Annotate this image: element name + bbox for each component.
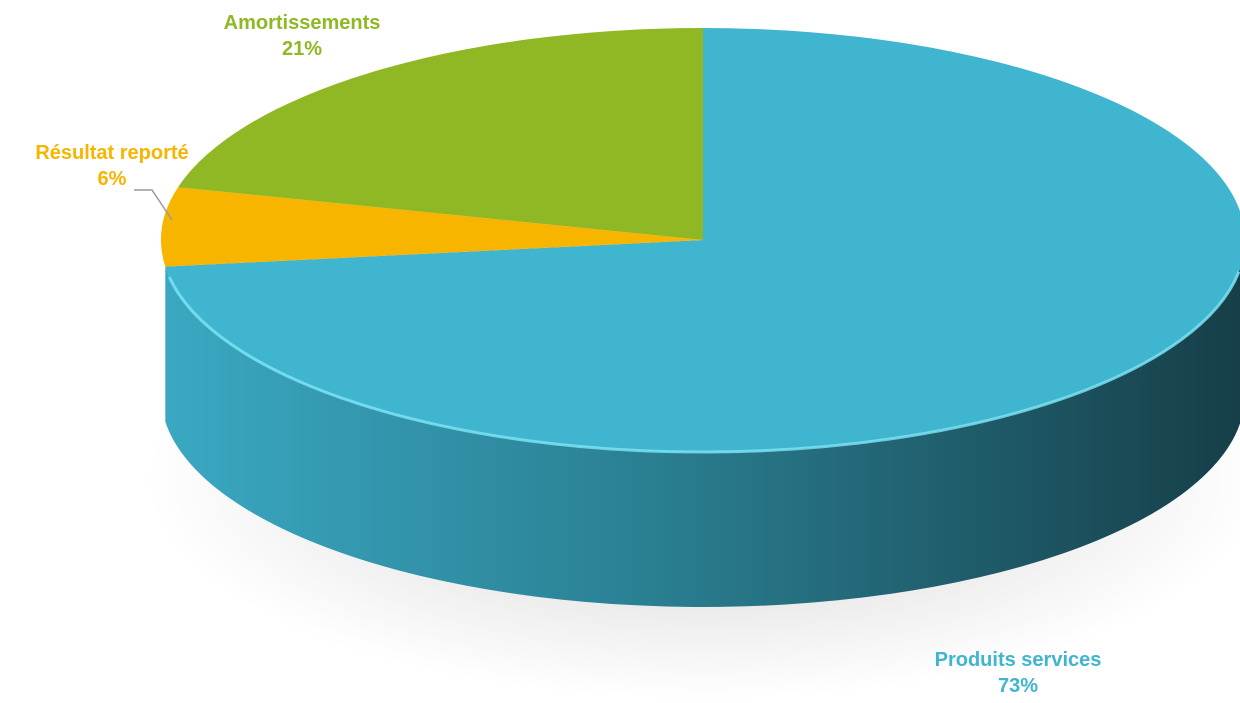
slice-label-resultat-reporte: Résultat reporté 6% [35, 140, 188, 192]
slice-name: Amortissements [223, 12, 381, 34]
slice-percent: 6% [97, 168, 127, 190]
slice-name: Résultat reporté [35, 142, 189, 164]
pie-side-wall [165, 266, 1240, 607]
leader-line-resultat-reporte [134, 189, 173, 221]
slice-percent: 73% [997, 675, 1039, 697]
slice-percent: 21% [281, 38, 323, 60]
slice-label-amortissements: Amortissements 21% [224, 10, 381, 62]
pie-slice-1 [161, 187, 703, 267]
pie-rim-highlight [167, 271, 1240, 454]
pie-slice-0 [165, 28, 1240, 452]
slice-label-produits-services: Produits services 73% [935, 647, 1102, 699]
slice-name: Produits services [934, 649, 1102, 671]
pie-slice-2 [178, 27, 703, 241]
